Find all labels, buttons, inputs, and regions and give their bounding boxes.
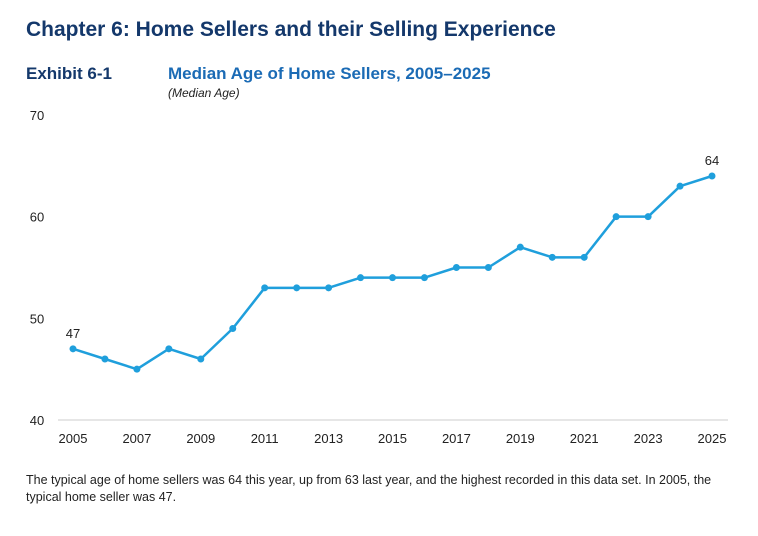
data-label: 47 <box>66 326 80 341</box>
data-point <box>389 274 396 282</box>
data-point <box>229 325 237 332</box>
data-point <box>197 355 205 363</box>
x-tick-label: 2025 <box>698 431 727 446</box>
chart-subtitle: (Median Age) <box>168 86 240 100</box>
data-point <box>676 182 684 190</box>
data-point <box>357 274 365 282</box>
data-point <box>516 243 524 251</box>
data-point <box>484 264 492 271</box>
x-tick-label: 2021 <box>570 431 599 446</box>
data-point <box>69 345 77 353</box>
data-point <box>325 284 333 292</box>
data-point <box>293 284 301 292</box>
y-tick-label: 60 <box>30 210 44 225</box>
x-tick-label: 2007 <box>122 431 151 446</box>
x-tick-label: 2015 <box>378 431 407 446</box>
data-point <box>133 365 141 373</box>
y-tick-label: 70 <box>30 108 44 123</box>
y-tick-label: 50 <box>30 311 44 326</box>
data-point <box>165 345 173 353</box>
x-tick-label: 2019 <box>506 431 535 446</box>
x-tick-label: 2017 <box>442 431 471 446</box>
data-label: 64 <box>705 153 719 168</box>
data-point <box>420 274 428 282</box>
data-point <box>612 213 620 221</box>
exhibit-number: Exhibit 6-1 <box>26 64 112 83</box>
x-tick-label: 2013 <box>314 431 343 446</box>
chart-title: Median Age of Home Sellers, 2005–2025 <box>168 64 491 83</box>
data-point <box>548 253 556 261</box>
data-point <box>644 213 652 221</box>
data-point <box>580 253 588 261</box>
chapter-heading: Chapter 6: Home Sellers and their Sellin… <box>26 18 556 41</box>
x-tick-label: 2005 <box>59 431 88 446</box>
chart-caption: The typical age of home sellers was 64 t… <box>26 473 712 504</box>
series-line <box>72 174 713 371</box>
x-tick-label: 2023 <box>634 431 663 446</box>
y-tick-label: 40 <box>30 413 44 428</box>
x-tick-label: 2009 <box>186 431 215 446</box>
data-point <box>452 264 460 271</box>
x-tick-label: 2011 <box>251 431 279 446</box>
data-point <box>261 284 269 292</box>
data-point <box>708 172 716 180</box>
data-point <box>101 355 109 363</box>
